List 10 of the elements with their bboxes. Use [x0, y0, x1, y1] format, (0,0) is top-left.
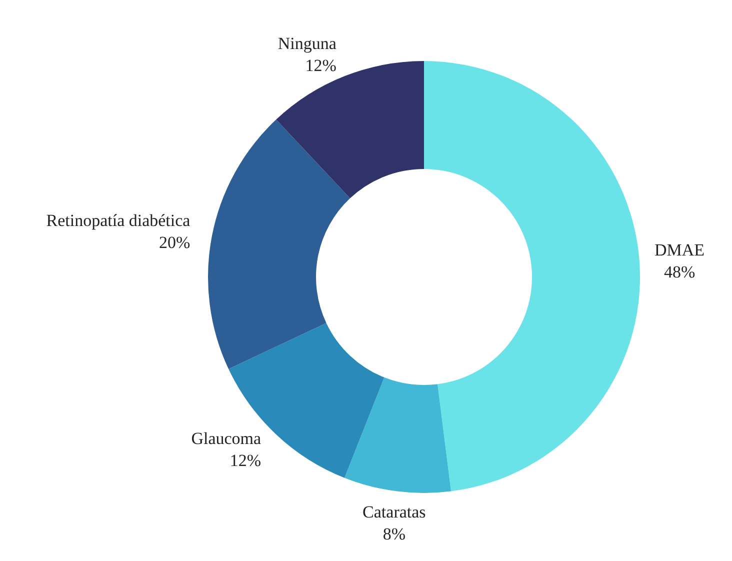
data-label: 20%	[159, 232, 190, 252]
slice-label: Cataratas	[362, 502, 426, 522]
data-label: 48%	[664, 262, 696, 282]
data-label: 8%	[382, 524, 406, 544]
data-label: 12%	[305, 56, 336, 76]
slice-label: Ninguna	[278, 34, 337, 54]
data-label: 12%	[230, 450, 262, 470]
slice-label: DMAE	[654, 240, 705, 260]
slice-label: Retinopatía diabética	[46, 210, 191, 230]
slice-label: Glaucoma	[191, 428, 262, 448]
